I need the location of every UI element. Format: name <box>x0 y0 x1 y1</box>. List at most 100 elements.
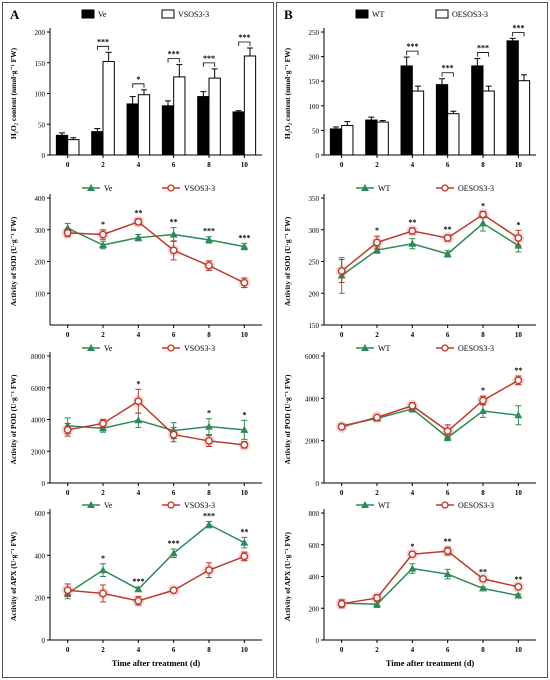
y-tick-label: 200 <box>309 54 320 62</box>
data-point <box>99 589 107 598</box>
y-tick-label: 600 <box>35 510 46 518</box>
x-tick-label: 8 <box>207 161 211 169</box>
significance-marker: *** <box>132 577 144 586</box>
x-tick-label: 6 <box>446 646 450 654</box>
legend-marker <box>87 344 95 351</box>
bar <box>376 121 389 156</box>
data-point <box>408 401 417 410</box>
data-point <box>205 437 213 445</box>
x-tick-label: 4 <box>137 489 141 497</box>
significance-marker: * <box>516 220 520 229</box>
x-tick-label: 8 <box>481 489 485 497</box>
x-tick-label: 4 <box>411 161 415 169</box>
legend-swatch <box>355 9 369 19</box>
y-tick-label: 150 <box>309 322 320 330</box>
panel-letter: A <box>10 7 20 22</box>
significance-marker: *** <box>442 64 454 73</box>
x-tick-label: 6 <box>172 161 176 169</box>
data-point <box>443 249 452 257</box>
y-tick-label: 100 <box>35 91 46 99</box>
bar <box>232 111 245 156</box>
x-tick-label: 6 <box>446 489 450 497</box>
bar <box>411 90 425 156</box>
bar <box>67 139 80 156</box>
x-tick-label: 8 <box>481 331 485 339</box>
significance-marker: ** <box>479 567 487 576</box>
y-tick-label: 200 <box>309 290 320 298</box>
significance-marker: * <box>481 201 485 210</box>
legend-marker <box>361 501 369 508</box>
data-point <box>514 234 523 242</box>
data-point <box>169 586 178 595</box>
y-tick-label: 4000 <box>31 417 46 425</box>
y-tick-label: 400 <box>35 195 46 203</box>
significance-marker: * <box>136 379 140 388</box>
data-point <box>373 600 381 608</box>
data-point <box>337 423 346 431</box>
legend-label: Ve <box>104 501 113 510</box>
data-point <box>443 234 452 242</box>
y-tick-label: 250 <box>309 259 320 267</box>
legend-marker <box>361 344 369 351</box>
legend-marker <box>167 344 175 352</box>
data-point <box>134 416 143 424</box>
bar <box>126 103 139 156</box>
x-tick-label: 6 <box>172 646 176 654</box>
significance-marker: *** <box>168 50 180 59</box>
data-point <box>240 538 249 546</box>
data-point <box>169 430 178 439</box>
legend-label: WT <box>378 184 391 193</box>
x-tick-label: 0 <box>340 331 344 339</box>
bar <box>102 61 115 156</box>
data-point <box>99 240 107 248</box>
data-point <box>408 564 417 572</box>
significance-bracket <box>167 58 180 63</box>
significance-marker: * <box>101 220 105 229</box>
legend-swatch <box>435 9 449 19</box>
y-tick-label: 300 <box>309 227 320 235</box>
data-point <box>240 278 249 287</box>
y-tick-label: 0 <box>42 480 46 488</box>
significance-marker: *** <box>477 44 489 53</box>
series-line <box>67 227 245 248</box>
x-tick-label: 2 <box>101 489 105 497</box>
y-tick-label: 150 <box>35 60 46 68</box>
y-tick-label: 4000 <box>305 395 320 403</box>
series-line <box>67 523 245 595</box>
legend-marker <box>87 184 95 191</box>
bar <box>506 40 519 156</box>
significance-marker: *** <box>97 37 109 46</box>
series-line <box>67 400 245 446</box>
x-tick-label: 0 <box>66 331 70 339</box>
y-axis-title: Activity of POD (U·g⁻¹ FW) <box>283 374 292 464</box>
significance-marker: *** <box>512 23 524 32</box>
data-point <box>443 547 452 555</box>
significance-marker: * <box>242 410 246 419</box>
data-point <box>205 566 213 575</box>
legend-label: OESOS3-3 <box>458 184 494 193</box>
x-tick-label: 8 <box>207 331 211 339</box>
data-point <box>240 440 249 449</box>
data-point <box>479 210 487 219</box>
y-tick-label: 8000 <box>31 353 46 361</box>
legend-swatch <box>161 9 175 19</box>
series-line <box>341 408 519 439</box>
significance-marker: ** <box>444 225 452 234</box>
y-axis-title: Activity of SOD (U·g⁻¹ FW) <box>9 216 18 306</box>
legend-marker <box>441 344 449 352</box>
significance-marker: ** <box>170 218 178 227</box>
y-tick-label: 200 <box>309 605 320 613</box>
panel-a-frame <box>2 2 274 678</box>
significance-marker: *** <box>406 42 418 51</box>
x-tick-label: 8 <box>207 489 211 497</box>
x-tick-label: 10 <box>241 161 249 169</box>
significance-marker: * <box>481 386 485 395</box>
y-tick-label: 200 <box>35 259 46 267</box>
y-tick-label: 0 <box>42 152 46 160</box>
legend-marker <box>361 184 369 191</box>
significance-marker: ** <box>240 527 248 536</box>
y-tick-label: 250 <box>309 29 320 37</box>
y-tick-label: 0 <box>316 480 320 488</box>
